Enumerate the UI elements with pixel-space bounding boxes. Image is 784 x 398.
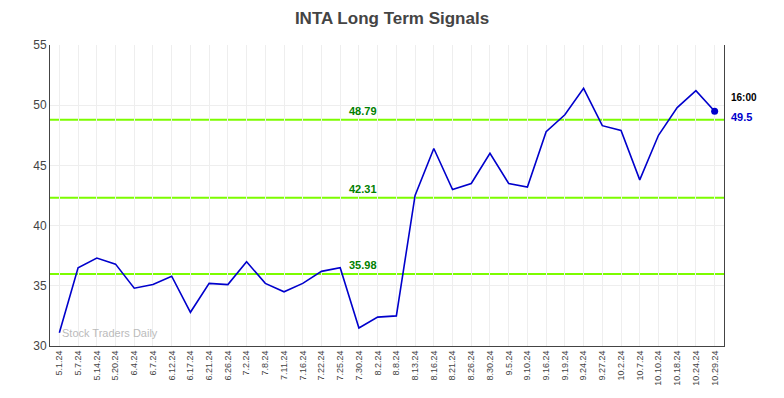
svg-text:10.7.24: 10.7.24: [635, 351, 645, 381]
svg-text:45: 45: [33, 159, 47, 173]
svg-text:8.13.24: 8.13.24: [410, 351, 420, 381]
svg-text:5.20.24: 5.20.24: [110, 351, 120, 381]
svg-text:8.16.24: 8.16.24: [429, 351, 439, 381]
svg-text:9.5.24: 9.5.24: [504, 351, 514, 376]
svg-text:7.30.24: 7.30.24: [354, 351, 364, 381]
svg-text:7.11.24: 7.11.24: [279, 351, 289, 380]
svg-text:48.79: 48.79: [349, 105, 377, 117]
svg-text:55: 55: [33, 38, 47, 52]
svg-text:7.16.24: 7.16.24: [298, 351, 308, 381]
svg-text:10.24.24: 10.24.24: [691, 351, 701, 386]
svg-text:6.21.24: 6.21.24: [204, 351, 214, 381]
svg-text:50: 50: [33, 98, 47, 112]
svg-text:10.2.24: 10.2.24: [616, 351, 626, 381]
svg-text:49.5: 49.5: [731, 111, 752, 123]
svg-text:9.10.24: 9.10.24: [522, 351, 532, 381]
svg-text:7.25.24: 7.25.24: [335, 351, 345, 381]
svg-text:8.21.24: 8.21.24: [447, 351, 457, 381]
svg-text:8.2.24: 8.2.24: [373, 351, 383, 376]
svg-text:9.16.24: 9.16.24: [541, 351, 551, 381]
svg-text:7.22.24: 7.22.24: [316, 351, 326, 381]
svg-text:40: 40: [33, 219, 47, 233]
svg-text:6.12.24: 6.12.24: [167, 351, 177, 381]
svg-text:35: 35: [33, 279, 47, 293]
svg-text:10.18.24: 10.18.24: [672, 351, 682, 386]
svg-text:Stock Traders Daily: Stock Traders Daily: [62, 327, 158, 339]
svg-text:8.26.24: 8.26.24: [466, 351, 476, 381]
svg-text:10.29.24: 10.29.24: [710, 351, 720, 386]
svg-text:6.4.24: 6.4.24: [129, 351, 139, 376]
svg-text:5.7.24: 5.7.24: [73, 351, 83, 376]
svg-text:35.98: 35.98: [349, 259, 377, 271]
svg-text:5.1.24: 5.1.24: [54, 351, 64, 376]
svg-text:7.8.24: 7.8.24: [260, 351, 270, 376]
svg-text:16:00: 16:00: [731, 92, 757, 103]
svg-text:INTA Long Term Signals: INTA Long Term Signals: [295, 9, 489, 28]
svg-text:6.17.24: 6.17.24: [185, 351, 195, 381]
svg-text:7.2.24: 7.2.24: [242, 351, 252, 376]
svg-text:8.30.24: 8.30.24: [485, 351, 495, 381]
svg-text:42.31: 42.31: [349, 183, 377, 195]
svg-text:9.24.24: 9.24.24: [579, 351, 589, 381]
svg-text:30: 30: [33, 339, 47, 353]
svg-text:6.26.24: 6.26.24: [223, 351, 233, 381]
svg-text:9.19.24: 9.19.24: [560, 351, 570, 381]
svg-text:5.14.24: 5.14.24: [92, 351, 102, 381]
svg-text:10.10.24: 10.10.24: [653, 351, 663, 386]
svg-text:8.8.24: 8.8.24: [391, 351, 401, 376]
svg-text:6.7.24: 6.7.24: [148, 351, 158, 376]
svg-text:9.27.24: 9.27.24: [597, 351, 607, 381]
